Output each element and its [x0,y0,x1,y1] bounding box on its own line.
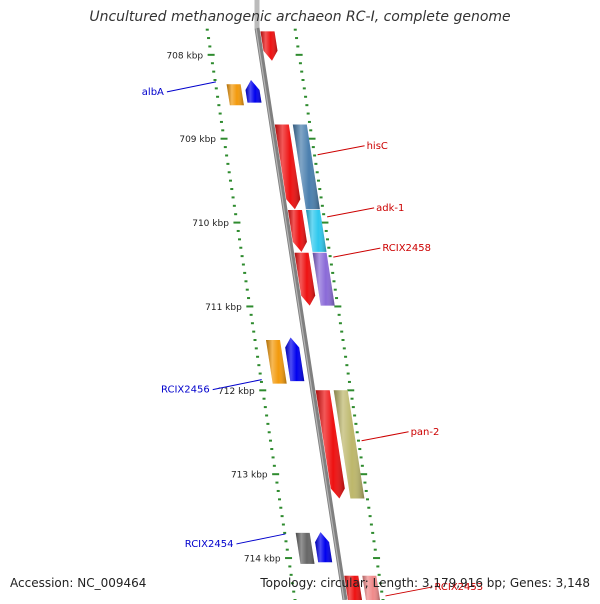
gene-feature-shading [362,575,380,600]
gene-label: RCIX2458 [382,243,431,254]
gene-feature-shading [274,124,301,210]
axis-tick-label: 708 kbp [166,51,203,61]
gene-feature-shading [266,340,287,384]
gene-label: hisC [367,141,388,152]
gene-feature-shading [245,80,262,103]
gene-leader-line [385,586,433,597]
gene-leader-line [327,207,375,218]
gene-label: adk-1 [376,203,404,214]
axis-tick-label: 713 kbp [231,471,268,481]
gene-leader-line [333,247,381,258]
gene-feature-shading [226,84,244,106]
gene-feature-shading [285,337,305,382]
gene-feature-shading [333,390,365,499]
gene-feature-shading [315,390,345,499]
genome-backbone-highlight [255,27,345,601]
gene-feature-shading [260,31,278,61]
gene-leader-line [166,81,217,93]
gene-feature-shading [294,252,316,306]
accession-text: Accession: NC_009464 [10,576,147,590]
gene-feature-shading [344,575,362,600]
map-title: Uncultured methanogenic archaeon RC-I, c… [89,9,511,25]
axis-tick-label: 711 kbp [205,303,242,313]
gene-feature-shading [306,210,327,252]
gene-feature-shading [312,252,335,306]
genome-backbone [254,27,348,601]
genome-summary-text: Topology: circular; Length: 3,179,916 bp… [260,576,590,590]
axis-tick-label: 714 kbp [244,555,281,565]
gene-leader-line [236,533,286,545]
axis-tick-label: 712 kbp [218,387,255,397]
gene-label: albA [142,87,164,98]
gene-leader-line [212,379,262,391]
gene-leader-line [361,431,409,442]
gene-feature-shading [288,210,307,252]
gene-feature-shading [295,532,315,564]
gene-label: RCIX2453 [434,582,483,593]
gene-label: RCIX2454 [185,539,234,550]
axis-tick-label: 710 kbp [192,219,229,229]
gene-feature-shading [315,532,333,563]
gene-feature-shading [292,124,320,210]
axis-tick-label: 709 kbp [179,135,216,145]
gene-leader-line [317,145,365,156]
gene-label: pan-2 [411,427,440,438]
gene-label: RCIX2456 [161,385,210,396]
